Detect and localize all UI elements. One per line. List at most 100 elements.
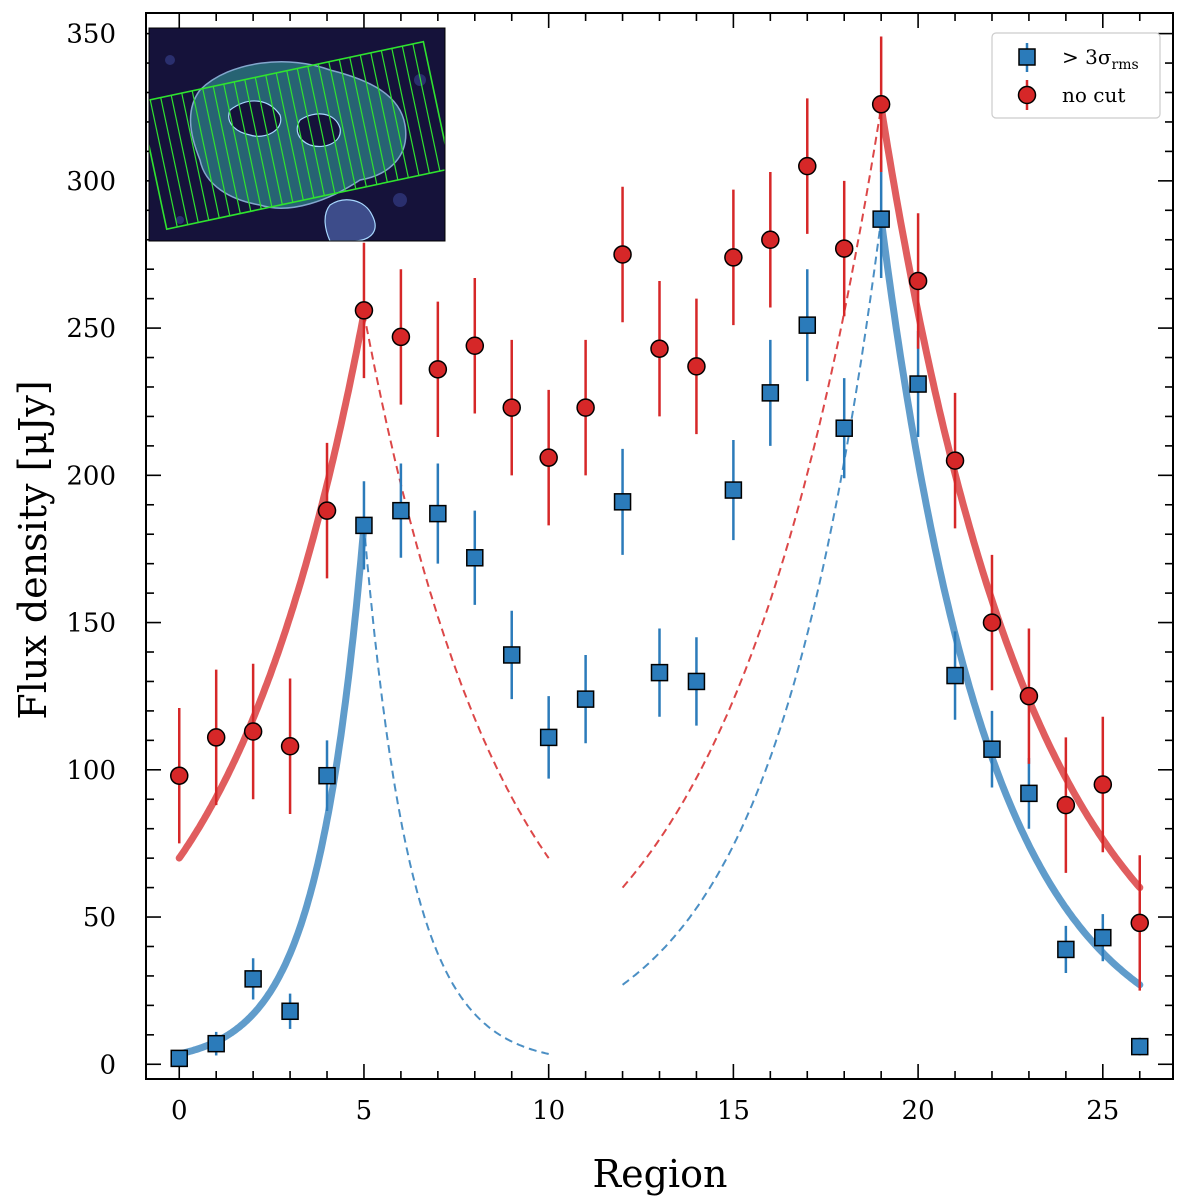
data-point-3sigma (207, 1034, 225, 1053)
legend-label-no-cut: no cut (1062, 83, 1125, 107)
legend-entry-above-3sigma: > 3σrms (1018, 43, 1139, 73)
inset-slice-line (401, 46, 430, 174)
inset-slice-line (349, 57, 378, 185)
inset-slice-line (170, 95, 199, 223)
y-tick-label: 0 (99, 1050, 116, 1080)
y-axis-title: Flux density [μJy] (11, 380, 55, 719)
fit-curve-solid (175, 521, 368, 1058)
data-point-no-cut (576, 398, 595, 417)
data-point-no-cut (1093, 775, 1113, 794)
x-tick-label: 25 (1086, 1096, 1119, 1126)
data-point-3sigma (1020, 784, 1038, 803)
data-point-3sigma (318, 766, 336, 785)
inset-slice-line (359, 54, 388, 183)
data-point-3sigma (613, 493, 632, 511)
x-tick-label: 0 (171, 1096, 188, 1126)
data-point-3sigma (761, 384, 780, 402)
inset-slice-line (212, 86, 241, 214)
y-tick-label: 150 (66, 609, 116, 639)
inset-slice-line (338, 59, 367, 187)
data-point-3sigma (650, 663, 669, 682)
data-point-no-cut (1130, 913, 1150, 933)
inset-slice-line (233, 81, 262, 210)
data-point-3sigma (170, 1049, 188, 1068)
fit-curve-solid (175, 309, 368, 862)
data-point-3sigma (798, 316, 817, 334)
inset-slice-line (223, 83, 252, 212)
data-point-3sigma (946, 666, 964, 685)
x-tick-label: 10 (532, 1096, 565, 1126)
inset-slice-line (275, 72, 304, 201)
fit-curve-dashed (363, 525, 549, 1055)
inset-slice-line (202, 88, 231, 216)
data-point-3sigma (539, 728, 558, 747)
data-point-no-cut (539, 448, 558, 467)
fit-curve-dashed (363, 313, 550, 859)
inset-slice-line (244, 79, 273, 207)
legend-circle-marker (1017, 85, 1037, 105)
inset-slice-line (412, 43, 441, 172)
legend-label-3sigma: > 3σrms (1062, 45, 1139, 73)
inset-slice-line (317, 63, 346, 192)
data-point-3sigma (244, 970, 262, 988)
inset-slice-line (149, 99, 178, 228)
legend-entry-no-cut: no cut (1017, 80, 1125, 110)
data-point-no-cut (502, 398, 521, 417)
data-point-3sigma (1131, 1037, 1149, 1056)
data-point-3sigma (466, 549, 484, 567)
data-point-3sigma (502, 646, 521, 664)
data-point-3sigma (429, 504, 447, 523)
y-tick-label: 50 (83, 903, 116, 933)
inset-slice-line (380, 50, 409, 178)
inset-slice-line (391, 48, 420, 176)
data-point-3sigma (835, 419, 853, 437)
data-point-3sigma (983, 740, 1001, 758)
data-point-no-cut (1019, 686, 1039, 706)
data-point-no-cut (428, 360, 448, 379)
data-point-no-cut (391, 327, 411, 347)
fit-curve-dashed (621, 218, 883, 986)
inset-slice-line (181, 92, 210, 221)
data-markers (169, 95, 1150, 1068)
data-point-no-cut (280, 736, 300, 756)
data-point-no-cut (317, 501, 337, 520)
data-point-no-cut (1056, 795, 1076, 815)
data-point-no-cut (465, 336, 485, 356)
data-point-no-cut (761, 230, 780, 249)
legend-square-marker (1018, 48, 1036, 66)
inset-slice-line (160, 97, 189, 225)
inset-slice-line (265, 75, 294, 203)
inset-slice-line (328, 61, 357, 190)
data-point-no-cut (613, 245, 632, 264)
data-point-no-cut (798, 156, 817, 176)
y-tick-label: 350 (66, 20, 116, 50)
data-point-3sigma (355, 516, 373, 535)
data-point-3sigma (872, 210, 890, 228)
data-point-no-cut (243, 722, 263, 741)
data-point-no-cut (206, 728, 226, 747)
inset-slice-line (191, 90, 220, 219)
data-point-no-cut (871, 95, 891, 114)
data-point-no-cut (687, 357, 706, 376)
x-axis-title: Region (593, 1152, 728, 1196)
x-tick-label: 5 (356, 1096, 373, 1126)
data-point-3sigma (281, 1002, 299, 1021)
data-point-3sigma (1094, 928, 1112, 947)
y-tick-label: 100 (66, 756, 116, 786)
data-point-3sigma (1057, 940, 1075, 959)
fit-curve-dashed (621, 107, 883, 889)
data-point-3sigma (724, 481, 743, 499)
data-point-no-cut (724, 248, 743, 267)
y-tick-label: 200 (66, 461, 116, 491)
inset-slice-line (254, 77, 283, 205)
data-point-no-cut (169, 766, 189, 785)
data-point-no-cut (834, 239, 854, 258)
data-point-no-cut (945, 451, 965, 470)
inset-map-image (148, 27, 446, 242)
data-point-3sigma (576, 690, 595, 708)
inset-slice-line (370, 52, 399, 181)
inset-slice-line (286, 70, 315, 199)
fit-curves (175, 103, 1144, 1058)
